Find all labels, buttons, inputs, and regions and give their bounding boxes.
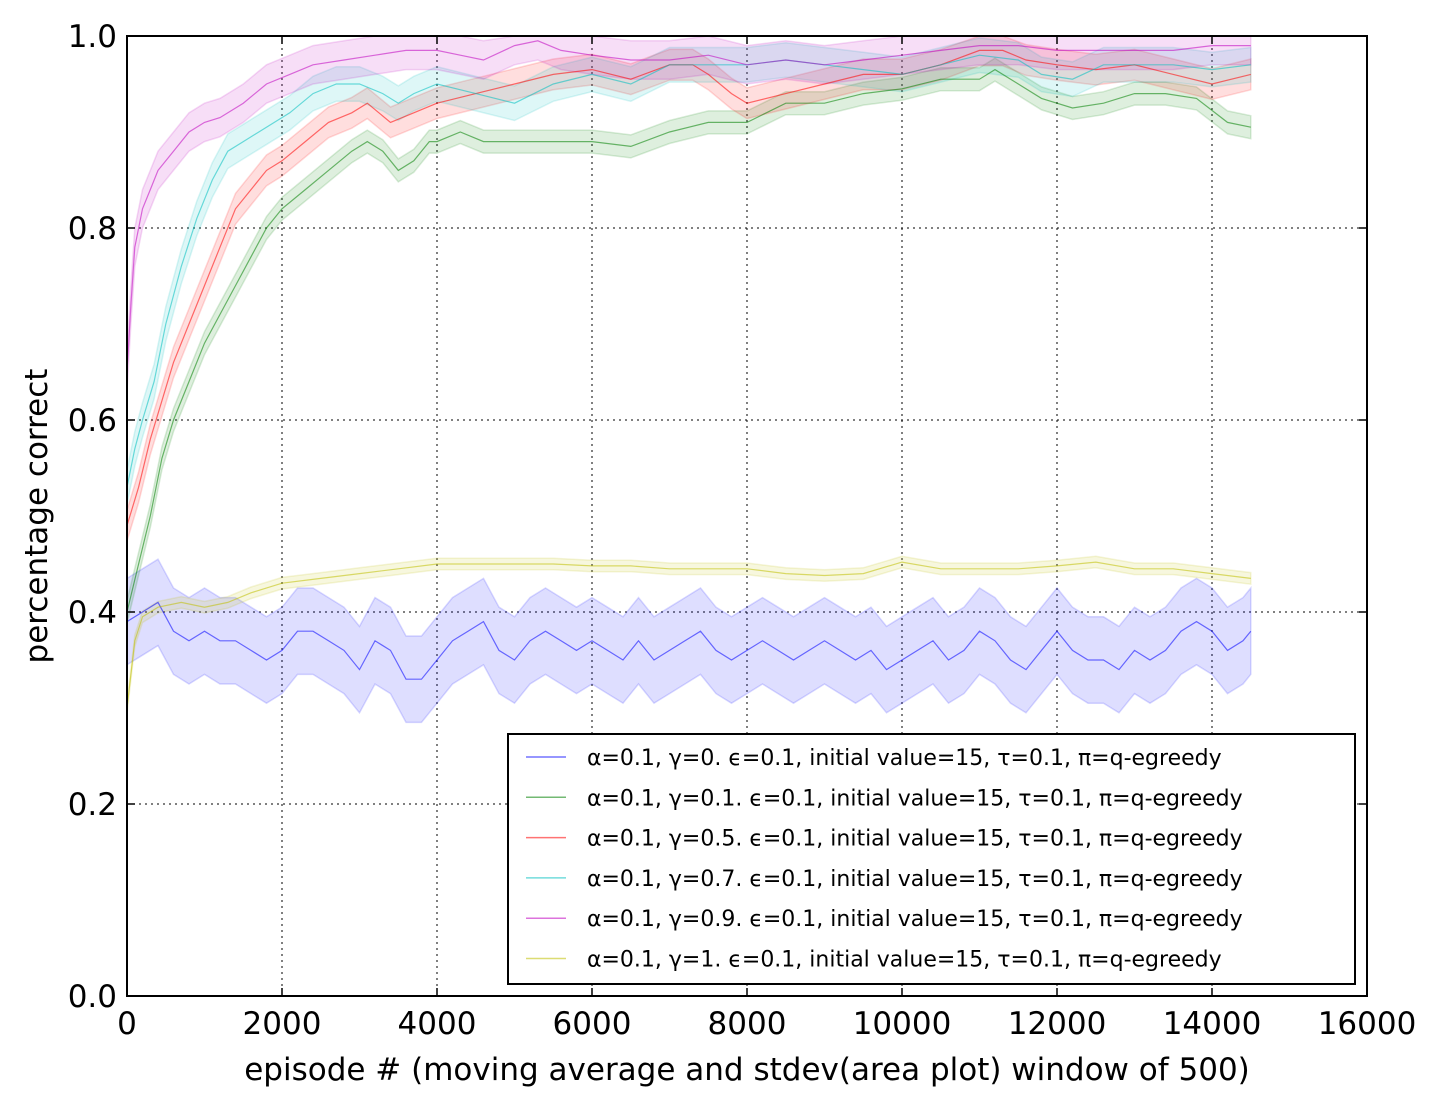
series-band-5 [126, 555, 1252, 714]
legend: α=0.1, γ=0. ϵ=0.1, initial value=15, τ=0… [507, 733, 1356, 985]
legend-label: α=0.1, γ=0.7. ϵ=0.1, initial value=15, τ… [587, 867, 1243, 892]
y-tick-label: 0.6 [68, 403, 117, 439]
legend-label: α=0.1, γ=0.9. ϵ=0.1, initial value=15, τ… [587, 907, 1243, 932]
x-tick-label: 8000 [708, 1006, 787, 1042]
y-tick-label: 0.2 [68, 787, 117, 823]
series-line-5 [126, 561, 1251, 709]
y-axis-label: percentage correct [19, 369, 55, 664]
legend-label: α=0.1, γ=1. ϵ=0.1, initial value=15, τ=0… [587, 948, 1222, 973]
x-tick-label: 6000 [553, 1006, 632, 1042]
y-tick-label: 0.0 [68, 979, 117, 1015]
x-tick-labels: 0 2000 4000 6000 8000 10000 12000 14000 16000 [117, 1006, 1416, 1042]
x-tick-label: 12000 [1008, 1006, 1107, 1042]
series-band-2 [126, 35, 1252, 542]
x-tick-label: 16000 [1318, 1006, 1417, 1042]
x-tick-label: 14000 [1163, 1006, 1262, 1042]
series-band-0 [126, 558, 1252, 724]
y-tick-label: 0.8 [68, 211, 117, 247]
series-line-4 [126, 40, 1251, 373]
series-line-3 [126, 54, 1251, 488]
series-band-3 [126, 37, 1252, 505]
series-lines [126, 40, 1252, 709]
series-band-1 [126, 57, 1252, 624]
series-line-2 [126, 49, 1251, 526]
y-tick-label: 0.4 [68, 595, 117, 631]
y-tick-label: 1.0 [68, 19, 117, 55]
x-axis-label: episode # (moving average and stdev(area… [244, 1052, 1250, 1088]
x-tick-label: 2000 [243, 1006, 322, 1042]
series-line-0 [126, 601, 1252, 680]
legend-box [507, 733, 1356, 985]
x-tick-label: 0 [117, 1006, 137, 1042]
series-line-1 [126, 68, 1251, 613]
x-tick-label: 4000 [398, 1006, 477, 1042]
legend-label: α=0.1, γ=0. ϵ=0.1, initial value=15, τ=0… [587, 746, 1222, 771]
std-bands [126, 35, 1252, 724]
x-tick-label: 10000 [853, 1006, 952, 1042]
legend-label: α=0.1, γ=0.1. ϵ=0.1, initial value=15, τ… [587, 786, 1243, 811]
y-tick-labels: 0.0 0.2 0.4 0.6 0.8 1.0 [68, 19, 117, 1015]
axis-ticks [126, 35, 1368, 997]
legend-label: α=0.1, γ=0.5. ϵ=0.1, initial value=15, τ… [587, 827, 1243, 852]
